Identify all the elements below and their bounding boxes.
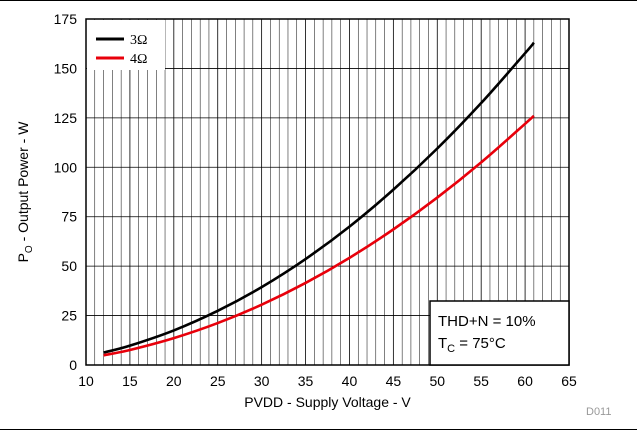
figure-code: D011 bbox=[586, 406, 611, 418]
x-tick-label: 60 bbox=[517, 373, 533, 389]
x-tick-label: 45 bbox=[386, 373, 402, 389]
plot-area-border bbox=[85, 18, 570, 366]
y-tick-label: 50 bbox=[61, 258, 77, 274]
annotation-frame bbox=[429, 300, 570, 366]
annotation-temperature-rest: = 75°C bbox=[455, 335, 506, 352]
annotation-temperature-main: T bbox=[438, 335, 447, 352]
y-tick-label: 25 bbox=[61, 308, 77, 324]
y-tick-label: 75 bbox=[61, 209, 77, 225]
x-tick-label: 50 bbox=[429, 373, 445, 389]
y-axis-label-sub: O bbox=[24, 245, 35, 253]
x-tick-label: 15 bbox=[122, 373, 138, 389]
series-line-2 bbox=[103, 114, 535, 357]
legend-background bbox=[87, 20, 165, 70]
x-tick-label: 55 bbox=[473, 373, 489, 389]
series-curves bbox=[103, 41, 535, 357]
x-axis-label: PVDD - Supply Voltage - V bbox=[244, 394, 411, 410]
annotation-temperature-sub: C bbox=[447, 343, 455, 355]
y-axis-label-rest: - Output Power - W bbox=[15, 121, 31, 245]
y-axis-label: PO - Output Power - W bbox=[15, 121, 35, 263]
y-tick-label: 125 bbox=[54, 110, 78, 126]
x-tick-label: 40 bbox=[342, 373, 358, 389]
y-tick-label: 0 bbox=[69, 357, 77, 373]
x-tick-label: 25 bbox=[210, 373, 226, 389]
x-tick-label: 10 bbox=[78, 373, 94, 389]
y-tick-label: 175 bbox=[54, 11, 78, 27]
legend-label: 4Ω bbox=[130, 52, 147, 67]
y-tick-label: 100 bbox=[54, 159, 78, 175]
x-tick-labels: 10 15 20 25 30 35 40 45 50 55 60 65 bbox=[78, 373, 577, 389]
y-tick-label: 150 bbox=[54, 60, 78, 76]
legend-label: 3Ω bbox=[130, 33, 147, 48]
x-tick-label: 35 bbox=[298, 373, 314, 389]
y-tick-labels: 0 25 50 75 100 125 150 175 bbox=[54, 11, 78, 373]
x-tick-label: 30 bbox=[254, 373, 270, 389]
x-tick-label: 20 bbox=[166, 373, 182, 389]
annotation-box: THD+N = 10% TC = 75°C bbox=[429, 300, 570, 366]
annotation-temperature: TC = 75°C bbox=[438, 335, 506, 355]
annotation-thd: THD+N = 10% bbox=[438, 313, 536, 330]
x-tick-label: 65 bbox=[561, 373, 577, 389]
y-axis-label-main: P bbox=[15, 253, 31, 262]
series-line-1 bbox=[103, 41, 535, 354]
